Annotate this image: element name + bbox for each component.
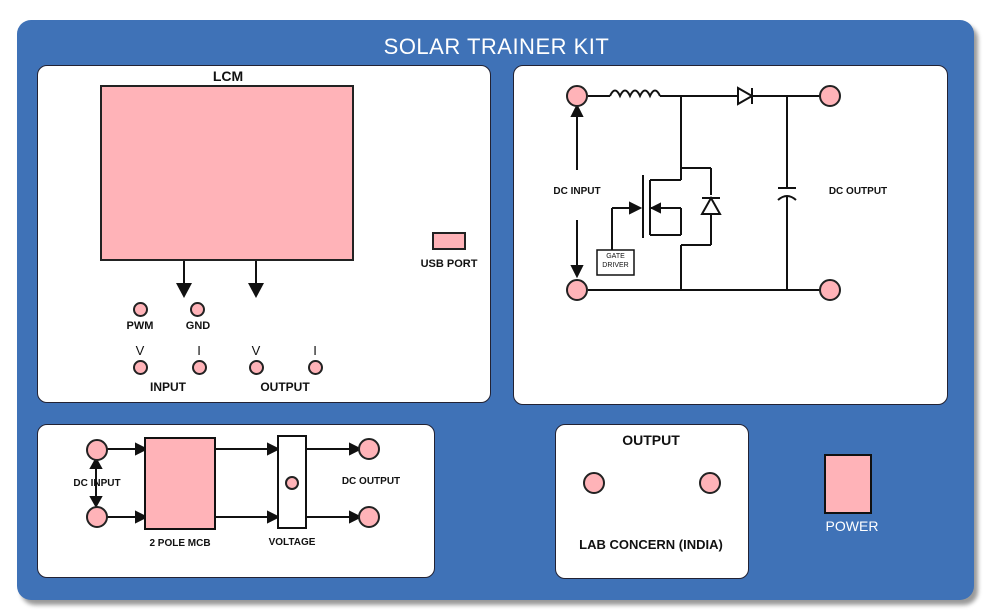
voltage-label: VOLTAGE (258, 537, 326, 548)
mcb-output-socket-negative[interactable] (358, 506, 380, 528)
diode-symbol (738, 88, 752, 104)
converter-input-socket-negative[interactable] (566, 279, 588, 301)
mcb-label: 2 POLE MCB (140, 538, 220, 549)
converter-input-socket-positive[interactable] (566, 85, 588, 107)
lcm-arrows (176, 261, 264, 298)
inductor-symbol (610, 91, 660, 97)
mcb-output-socket-positive[interactable] (358, 438, 380, 460)
mcb-dc-input-label: DC INPUT (66, 478, 128, 489)
gate-driver-label-2: DRIVER (597, 262, 634, 269)
mcb-breaker (145, 438, 215, 529)
converter-output-socket-negative[interactable] (819, 279, 841, 301)
converter-dc-output-label: DC OUTPUT (820, 186, 896, 197)
mcb-circuit (91, 436, 360, 529)
mcb-dc-output-label: DC OUTPUT (333, 476, 409, 487)
voltmeter-socket[interactable] (285, 476, 299, 490)
mcb-input-socket-positive[interactable] (86, 439, 108, 461)
gate-driver-label-1: GATE (597, 253, 634, 260)
converter-dc-input-label: DC INPUT (546, 186, 608, 197)
mcb-input-socket-negative[interactable] (86, 506, 108, 528)
converter-output-socket-positive[interactable] (819, 85, 841, 107)
